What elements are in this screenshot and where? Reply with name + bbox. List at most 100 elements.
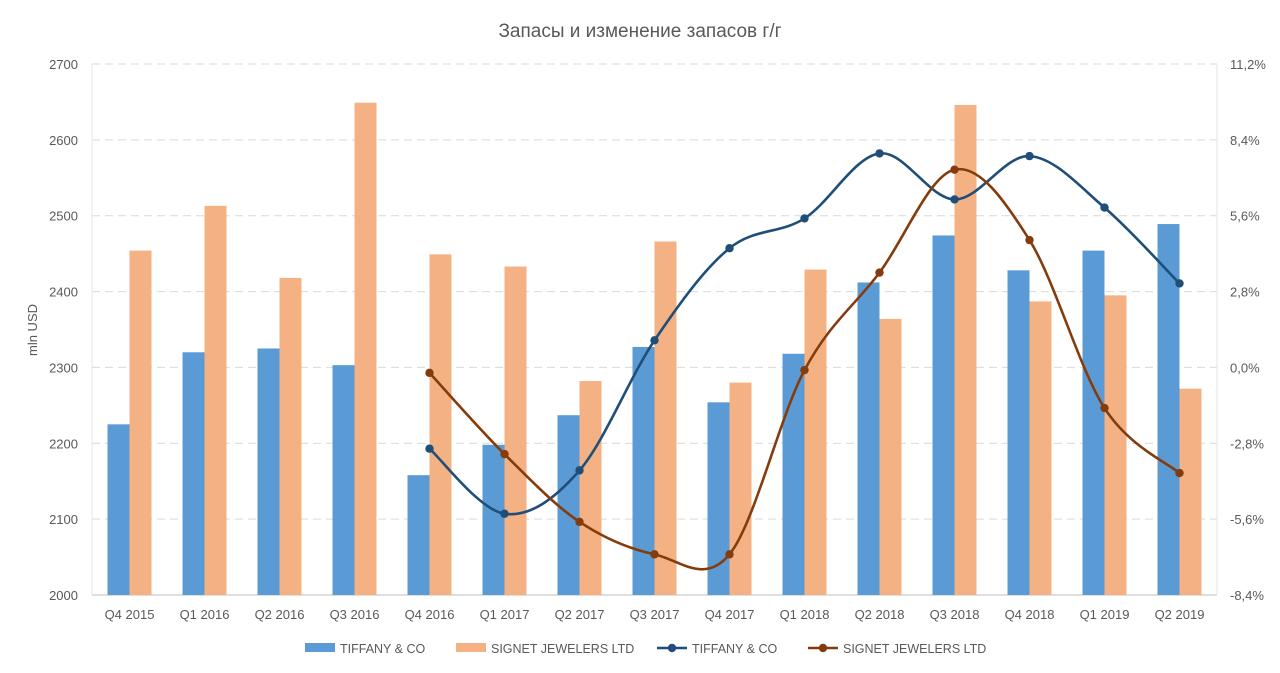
y-tick-label: 2700: [49, 57, 78, 72]
y-tick-label: 2400: [49, 285, 78, 300]
bar-signet: [504, 266, 527, 595]
lines: [425, 149, 1184, 571]
x-tick-label: Q2 2018: [855, 607, 905, 622]
point-tiffany: [1175, 279, 1184, 288]
x-tick-label: Q4 2018: [1005, 607, 1055, 622]
bar-tiffany: [407, 475, 430, 595]
y2-tick-label: 2,8%: [1230, 285, 1260, 300]
legend-bar-signet-swatch: [456, 643, 486, 652]
legend-bar-signet-label: SIGNET JEWELERS LTD: [491, 642, 634, 656]
bar-tiffany: [1082, 250, 1105, 595]
right-axis-ticks: -8,4% -5,6% -2,8% 0,0% 2,8% 5,6% 8,4% 11,2%: [1230, 57, 1266, 603]
point-signet: [725, 550, 734, 559]
point-signet: [1175, 468, 1184, 478]
point-tiffany: [875, 149, 884, 158]
bar-signet: [879, 318, 902, 595]
x-tick-label: Q3 2017: [630, 607, 680, 622]
legend-bar-tiffany-swatch: [305, 643, 335, 652]
legend-line-tiffany-label: TIFFANY & CO: [692, 642, 777, 656]
x-tick-label: Q4 2016: [405, 607, 455, 622]
x-tick-label: Q3 2018: [930, 607, 980, 622]
x-tick-label: Q1 2017: [480, 607, 530, 622]
y-tick-label: 2500: [49, 209, 78, 224]
bar-tiffany: [1157, 224, 1180, 595]
bar-tiffany: [107, 424, 130, 595]
chart-title: Запасы и изменение запасов г/г: [498, 21, 781, 42]
bar-signet: [654, 241, 677, 595]
bar-signet: [729, 382, 752, 595]
point-signet: [800, 365, 809, 375]
bar-signet: [954, 104, 977, 595]
point-signet: [1100, 403, 1109, 413]
left-axis-ticks: 2000 2100 2200 2300 2400 2500 2600 2700: [49, 57, 78, 603]
bar-tiffany: [1007, 270, 1030, 595]
point-signet: [425, 368, 434, 378]
legend-line-tiffany-marker: [667, 643, 677, 653]
legend-line-signet-label: SIGNET JEWELERS LTD: [843, 642, 986, 656]
bar-signet: [429, 254, 452, 595]
point-tiffany: [725, 244, 734, 253]
point-signet: [875, 268, 884, 277]
point-signet: [500, 449, 509, 459]
x-tick-label: Q1 2019: [1080, 607, 1130, 622]
y-axis-label: mln USD: [25, 304, 40, 356]
y-tick-label: 2000: [49, 588, 78, 603]
bar-signet: [129, 250, 152, 595]
bar-tiffany: [482, 444, 505, 595]
bar-signet: [804, 269, 827, 595]
point-tiffany: [500, 509, 509, 518]
bar-signet: [279, 277, 302, 595]
point-tiffany: [650, 336, 659, 345]
y2-tick-label: -2,8%: [1230, 436, 1264, 451]
bar-tiffany: [182, 352, 205, 595]
bars: [107, 102, 1202, 596]
point-signet: [575, 517, 584, 527]
point-tiffany: [575, 466, 584, 475]
point-signet: [950, 165, 959, 174]
y-tick-label: 2100: [49, 512, 78, 527]
x-tick-label: Q2 2016: [255, 607, 305, 622]
bar-tiffany: [857, 282, 880, 595]
y2-tick-label: 11,2%: [1230, 57, 1266, 72]
x-tick-label: Q1 2018: [780, 607, 830, 622]
bar-signet: [1104, 295, 1127, 595]
x-tick-label: Q4 2015: [105, 607, 155, 622]
bar-tiffany: [257, 348, 280, 595]
bar-tiffany: [707, 402, 730, 595]
point-tiffany: [950, 195, 959, 204]
x-tick-label: Q1 2016: [180, 607, 230, 622]
x-tick-label: Q3 2016: [330, 607, 380, 622]
bar-tiffany: [782, 353, 805, 595]
y-tick-label: 2600: [49, 133, 78, 148]
bar-signet: [354, 102, 377, 596]
legend-bar-tiffany-label: TIFFANY & CO: [340, 642, 425, 656]
point-tiffany: [1100, 203, 1109, 212]
x-tick-label: Q2 2017: [555, 607, 605, 622]
y2-tick-label: 0,0%: [1230, 360, 1260, 375]
bar-tiffany: [332, 365, 355, 595]
y-tick-label: 2300: [49, 360, 78, 375]
y2-tick-label: -8,4%: [1230, 588, 1264, 603]
point-tiffany: [800, 214, 809, 223]
bar-signet: [1029, 301, 1052, 595]
legend: TIFFANY & CO SIGNET JEWELERS LTD TIFFANY &…: [305, 642, 986, 656]
bar-tiffany: [632, 346, 655, 595]
y2-tick-label: -5,6%: [1230, 512, 1264, 527]
y2-tick-label: 5,6%: [1230, 209, 1260, 224]
bar-tiffany: [557, 415, 580, 595]
y-tick-label: 2200: [49, 436, 78, 451]
x-axis-ticks: Q4 2015 Q1 2016 Q2 2016 Q3 2016 Q4 2016 Q1 20…: [105, 607, 1205, 622]
y2-tick-label: 8,4%: [1230, 133, 1260, 148]
legend-line-signet-marker: [818, 643, 828, 653]
x-tick-label: Q2 2019: [1155, 607, 1205, 622]
x-tick-label: Q4 2017: [705, 607, 755, 622]
bar-signet: [579, 381, 602, 595]
point-signet: [1025, 235, 1034, 245]
bar-signet: [204, 205, 227, 596]
point-tiffany: [1025, 151, 1034, 161]
bar-signet: [1179, 388, 1202, 595]
point-tiffany: [425, 444, 434, 453]
bar-tiffany: [932, 235, 955, 596]
